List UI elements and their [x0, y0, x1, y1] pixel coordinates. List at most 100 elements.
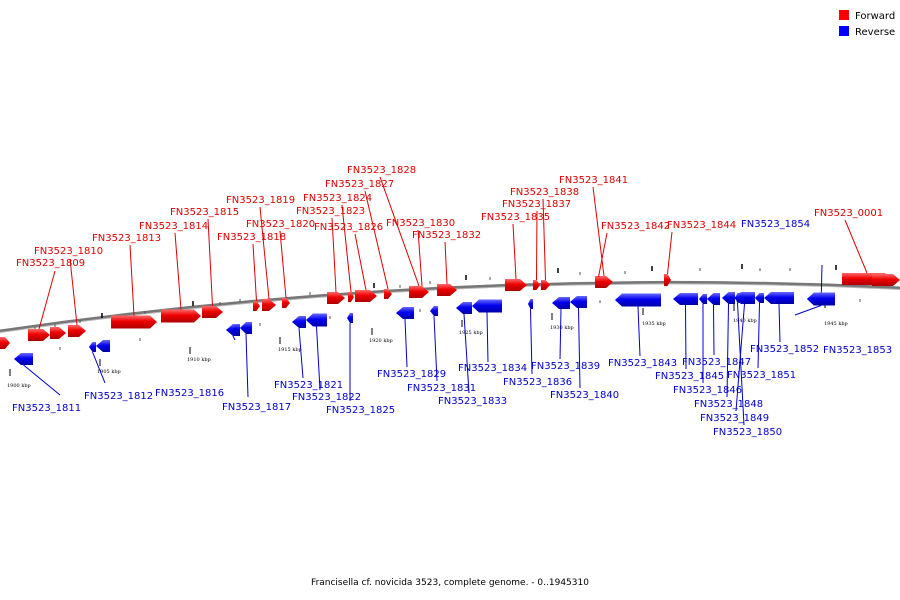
gene-fn3523_1829[interactable]: FN3523_1829 — [377, 307, 446, 380]
gene-arrow[interactable] — [384, 289, 392, 299]
gene-arrow[interactable] — [664, 274, 671, 286]
gene-arrow[interactable] — [722, 292, 735, 304]
gene-arrow[interactable] — [735, 293, 740, 303]
gene-fn3523_1818[interactable]: FN3523_1818 — [217, 232, 286, 311]
gene-arrow[interactable] — [253, 301, 260, 311]
tick-label: 1940 kbp — [733, 318, 757, 324]
gene-arrow[interactable] — [96, 340, 110, 352]
gene-arrow[interactable] — [111, 315, 157, 329]
gene-fn3523_1823[interactable]: FN3523_1823 — [296, 206, 365, 304]
gene-arrow[interactable] — [347, 313, 353, 323]
gene-fn3523_1839[interactable]: FN3523_1839 — [531, 297, 600, 372]
gene-fn3523_1820[interactable]: FN3523_1820 — [246, 219, 315, 308]
gene-arrow[interactable] — [416, 286, 428, 298]
gene-label: FN3523_1822 — [292, 392, 361, 403]
gene-fn3523_1810[interactable]: FN3523_1810 — [34, 246, 103, 337]
gene-arrow[interactable] — [541, 280, 550, 290]
gene-fn3523_1822[interactable]: FN3523_1822 — [292, 313, 361, 404]
gene-arrow[interactable] — [161, 309, 201, 323]
gene-arrow[interactable] — [89, 342, 96, 352]
gene-fn3523_1834[interactable]: FN3523_1834 — [458, 299, 527, 375]
gene-label: FN3523_1848 — [694, 399, 763, 410]
gene-fn3523_1852[interactable]: FN3523_1852 — [750, 292, 819, 355]
gene-arrow[interactable] — [755, 293, 764, 303]
gene-fn3523_1837[interactable]: FN3523_1837 — [502, 199, 571, 290]
tick-label: 1905 kbp — [97, 369, 121, 375]
gene-label: FN3523_1820 — [246, 219, 315, 230]
gene-arrow[interactable] — [699, 294, 707, 304]
gene-fn3523_1827[interactable]: FN3523_1827 — [325, 179, 394, 299]
gene-arrow[interactable] — [552, 297, 570, 309]
gene-fn3523_1835[interactable]: FN3523_1835 — [481, 212, 550, 291]
gene-fn3523_1847[interactable]: FN3523_1847 — [682, 293, 751, 368]
gene-arrow[interactable] — [430, 306, 438, 316]
gene-arrow[interactable] — [282, 298, 290, 308]
gene-fn3523_1845[interactable]: FN3523_1845 — [655, 293, 724, 382]
gene-arrow[interactable] — [306, 313, 327, 327]
gene-fn3523_1813[interactable]: FN3523_1813 — [92, 233, 161, 329]
gene-fn3523_1817[interactable]: FN3523_1817 — [222, 322, 291, 413]
gene-fn3523_1836[interactable]: FN3523_1836 — [503, 299, 572, 388]
gene-label: FN3523_1818 — [217, 232, 286, 243]
gene-fn3523_1809[interactable]: FN3523_1809 — [16, 258, 85, 341]
gene-fn3523_1819[interactable]: FN3523_1819 — [226, 195, 295, 311]
gene-arrow[interactable] — [472, 299, 502, 313]
gene-arrow[interactable] — [327, 292, 345, 304]
gene-fn3523_1821[interactable]: FN3523_1821 — [274, 316, 343, 391]
gene-arrow[interactable] — [597, 277, 600, 287]
gene-fn3523_1826[interactable]: FN3523_1826 — [314, 222, 383, 302]
gene-arrow[interactable] — [240, 322, 252, 334]
gene-fn3523_1832[interactable]: FN3523_1832 — [412, 230, 481, 296]
gene-fn3523_1846[interactable]: FN3523_1846 — [673, 294, 742, 396]
gene-fn3523_1838[interactable]: FN3523_1838 — [510, 187, 579, 290]
gene-arrow[interactable] — [505, 279, 527, 291]
gene-fn3523_1812[interactable]: FN3523_1812 — [84, 342, 153, 402]
gene-fn3523_0001[interactable]: FN3523_0001 — [814, 208, 892, 285]
gene-fn3523_1844[interactable]: FN3523_1844 — [664, 220, 736, 286]
gene-arrow[interactable] — [673, 293, 698, 305]
gene-arrow[interactable] — [615, 293, 661, 307]
gene-arrow[interactable] — [28, 329, 50, 341]
gene-arrow[interactable] — [50, 327, 66, 339]
gene-fn3523_1825[interactable]: FN3523_1825 — [326, 313, 395, 416]
gene-arrow[interactable] — [348, 292, 354, 302]
gene-fn3523_1814[interactable]: FN3523_1814 — [139, 221, 208, 323]
gene-arrow[interactable] — [355, 290, 377, 302]
gene-fn3523_1851[interactable]: FN3523_1851 — [727, 293, 796, 381]
gene-arrow[interactable] — [533, 280, 540, 290]
gene-fn3523_1840[interactable]: FN3523_1840 — [550, 296, 619, 401]
gene-arrow[interactable] — [68, 325, 86, 337]
tick-label: 1925 kbp — [459, 330, 483, 336]
gene-arrow[interactable] — [292, 316, 306, 328]
gene-fn3523_1811[interactable]: FN3523_1811 — [12, 353, 81, 414]
gene-fn3523_1824[interactable]: FN3523_1824 — [303, 193, 372, 302]
gene-fn3523_1815[interactable]: FN3523_1815 — [170, 207, 239, 318]
gene-arrow[interactable] — [0, 337, 10, 349]
gene-arrow[interactable] — [528, 299, 533, 309]
gene-arrow[interactable] — [233, 324, 240, 334]
gene-label: FN3523_1811 — [12, 403, 81, 414]
gene-fn3523_1843[interactable]: FN3523_1843 — [608, 293, 677, 370]
gene-arrow[interactable] — [462, 302, 472, 314]
gene-fn3523_1854[interactable]: FN3523_1854 — [741, 219, 835, 306]
gene-label: FN3523_1845 — [655, 371, 724, 382]
gene-fn3523_1841[interactable]: FN3523_1841 — [559, 175, 628, 288]
gene-fn3523_1830[interactable]: FN3523_1830 — [386, 218, 455, 298]
gene-arrow[interactable] — [262, 299, 276, 311]
gene-arrow[interactable] — [437, 284, 457, 296]
gene-arrow[interactable] — [14, 353, 33, 365]
gene-arrow[interactable] — [707, 293, 720, 305]
gene-arrow[interactable] — [872, 274, 900, 286]
gene-arrow[interactable] — [396, 307, 414, 319]
gene-arrow[interactable] — [570, 296, 587, 308]
gene-fn3523_1831[interactable]: FN3523_1831 — [407, 306, 476, 394]
gene-arrow[interactable] — [807, 292, 835, 306]
gene-arrow[interactable] — [202, 306, 223, 318]
gene-fn3523_1842[interactable]: FN3523_1842 — [597, 221, 670, 287]
gene-label: FN3523_1838 — [510, 187, 579, 198]
gene-arrow[interactable] — [595, 276, 613, 288]
gene-fn3523_1850[interactable]: FN3523_1850 — [713, 293, 782, 438]
gene-arrow[interactable] — [764, 292, 794, 304]
gene-fn3523_1848[interactable]: FN3523_1848 — [694, 292, 763, 410]
